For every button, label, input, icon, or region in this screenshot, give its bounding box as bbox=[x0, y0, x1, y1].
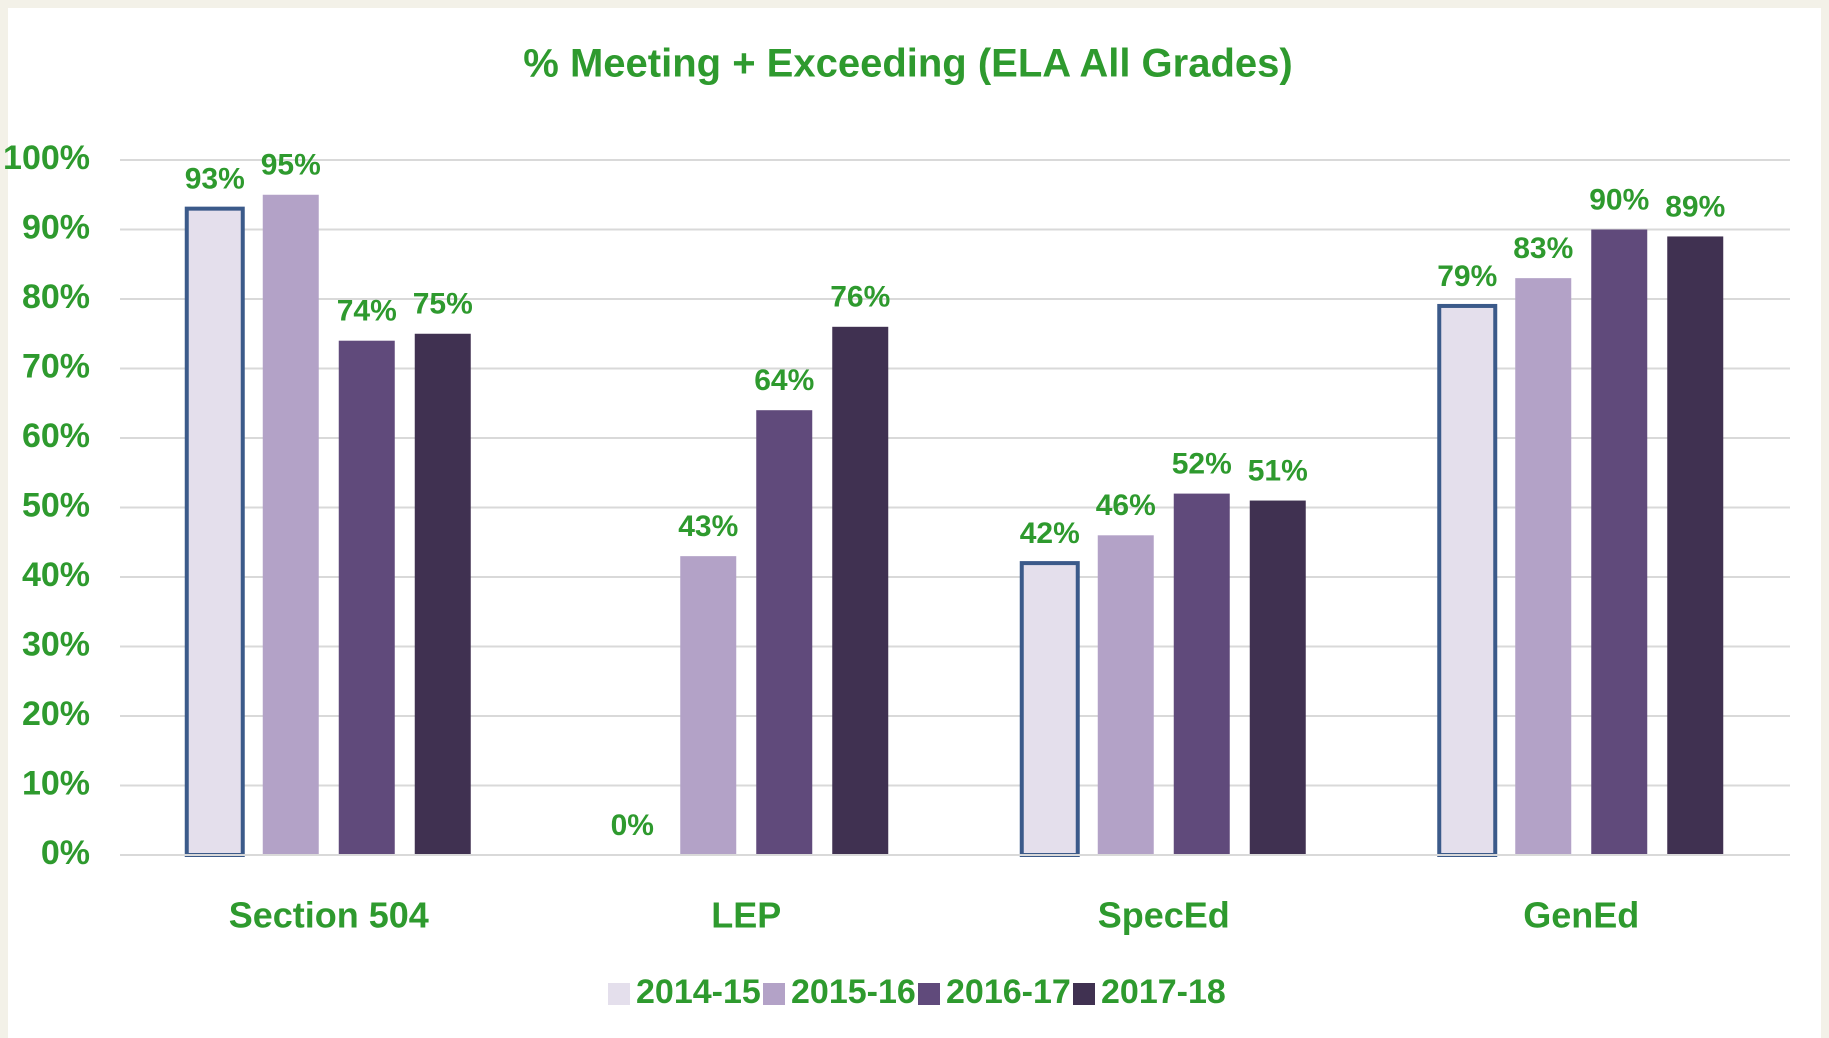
data-label: 74% bbox=[337, 295, 397, 328]
data-label: 79% bbox=[1437, 260, 1497, 293]
data-label: 64% bbox=[754, 364, 814, 397]
y-tick-label: 10% bbox=[22, 764, 90, 802]
data-label: 52% bbox=[1172, 448, 1232, 481]
x-tick-label: GenEd bbox=[1523, 895, 1639, 936]
y-tick-label: 50% bbox=[22, 486, 90, 524]
legend-label: 2014-15 bbox=[636, 973, 761, 1011]
bar bbox=[1591, 229, 1648, 855]
bar bbox=[756, 410, 813, 855]
data-label: 43% bbox=[678, 510, 738, 543]
bar bbox=[414, 333, 471, 855]
legend-swatch bbox=[1073, 983, 1095, 1005]
chart-title: % Meeting + Exceeding (ELA All Grades) bbox=[523, 42, 1292, 86]
data-label: 89% bbox=[1665, 190, 1725, 223]
legend-swatch bbox=[918, 983, 940, 1005]
y-tick-label: 30% bbox=[22, 625, 90, 663]
y-tick-label: 40% bbox=[22, 556, 90, 594]
legend-label: 2015-16 bbox=[791, 973, 916, 1011]
legend-swatch bbox=[763, 983, 785, 1005]
y-tick-label: 0% bbox=[41, 834, 90, 872]
data-label: 83% bbox=[1513, 232, 1573, 265]
y-tick-label: 80% bbox=[22, 278, 90, 316]
data-label: 75% bbox=[413, 288, 473, 321]
legend-swatch bbox=[608, 983, 630, 1005]
data-label: 95% bbox=[261, 149, 321, 182]
x-tick-label: LEP bbox=[711, 895, 781, 936]
data-label: 93% bbox=[185, 163, 245, 196]
data-label: 76% bbox=[830, 281, 890, 314]
bar bbox=[1019, 561, 1080, 857]
bar bbox=[338, 340, 395, 855]
y-tick-label: 100% bbox=[3, 139, 90, 177]
bar bbox=[680, 556, 737, 855]
y-tick-label: 60% bbox=[22, 417, 90, 455]
bar bbox=[1249, 500, 1306, 855]
bar bbox=[1097, 535, 1154, 855]
y-tick-label: 20% bbox=[22, 695, 90, 733]
x-tick-label: SpecEd bbox=[1098, 895, 1230, 936]
data-label: 46% bbox=[1096, 489, 1156, 522]
data-label: 51% bbox=[1248, 454, 1308, 487]
bar bbox=[184, 206, 245, 857]
data-label: 0% bbox=[611, 809, 654, 842]
legend-label: 2017-18 bbox=[1101, 973, 1226, 1011]
data-label: 90% bbox=[1589, 183, 1649, 216]
bar bbox=[1667, 236, 1724, 855]
data-label: 42% bbox=[1020, 517, 1080, 550]
y-tick-label: 90% bbox=[22, 208, 90, 246]
bar bbox=[262, 194, 319, 855]
x-tick-label: Section 504 bbox=[229, 895, 429, 936]
bar bbox=[832, 326, 889, 855]
bar bbox=[1437, 303, 1498, 857]
bar bbox=[1515, 278, 1572, 855]
y-tick-label: 70% bbox=[22, 347, 90, 385]
bar bbox=[1173, 493, 1230, 855]
legend-label: 2016-17 bbox=[946, 973, 1071, 1011]
